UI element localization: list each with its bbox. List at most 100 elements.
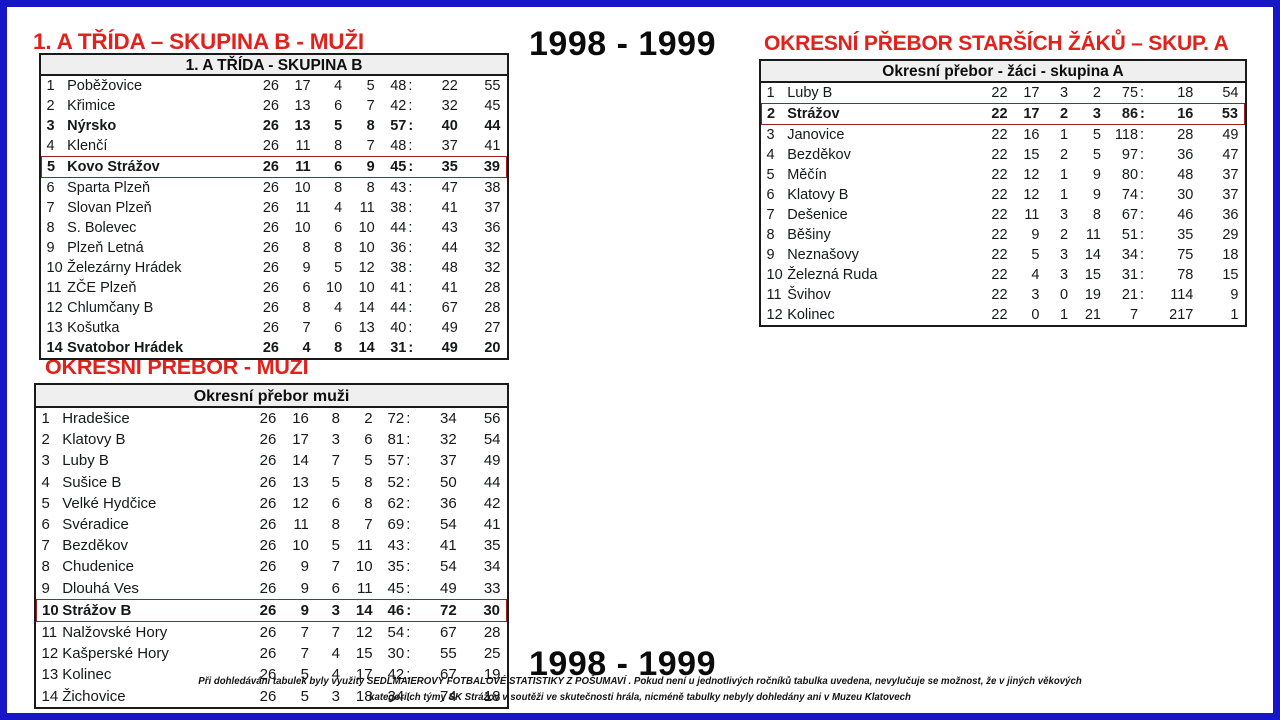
cell-pos: 4 <box>41 473 50 491</box>
cell-ga: 47 <box>441 180 458 196</box>
cell-colon: : <box>408 180 413 196</box>
cell-gf: 80 <box>1121 167 1139 183</box>
cell-v: 5 <box>1031 247 1040 263</box>
cell-r: 1 <box>1060 127 1069 143</box>
cell-r: 5 <box>331 473 340 491</box>
cell-gf: 43 <box>387 537 405 555</box>
cell-team: Neznašovy <box>787 247 859 263</box>
cell-pts: 33 <box>483 579 501 597</box>
cell-m: 26 <box>262 98 279 114</box>
cell-m: 26 <box>262 78 279 94</box>
cell-v: 14 <box>292 452 309 470</box>
cell-colon: : <box>1138 103 1147 125</box>
cell-r: 4 <box>334 78 343 94</box>
cell-pts: 32 <box>484 260 501 276</box>
cell-gf: 48 <box>390 138 407 154</box>
cell-team: Železárny Hrádek <box>67 260 182 276</box>
cell-pos: 12 <box>46 300 63 316</box>
cell-team: Sparta Plzeň <box>67 180 151 196</box>
cell-ga: 40 <box>441 118 458 134</box>
cell-ga: 36 <box>440 494 457 512</box>
table-row: 1 Luby B 22 17 3 2 75: 18 54 <box>762 83 1245 104</box>
table-row: 2 Klatovy B 26 17 3 6 81: 32 54 <box>37 429 507 450</box>
cell-v: 16 <box>1023 127 1040 143</box>
cell-p: 8 <box>366 180 375 196</box>
cell-pts: 49 <box>1222 127 1239 143</box>
table-row: 6 Sparta Plzeň 26 10 8 8 43: 47 38 <box>42 178 507 199</box>
cell-m: 22 <box>991 267 1008 283</box>
cell-m: 22 <box>991 207 1008 223</box>
table-row: 12 Kolinec 22 0 1 21 7 217 1 <box>762 305 1245 325</box>
cell-r: 1 <box>1060 167 1069 183</box>
cell-v: 5 <box>300 666 309 684</box>
cell-gf: 45 <box>387 579 405 597</box>
cell-pos: 11 <box>41 624 58 642</box>
cell-team: Sušice B <box>62 473 122 491</box>
cell-m: 22 <box>991 167 1008 183</box>
cell-r: 3 <box>331 687 340 705</box>
cell-pts: 49 <box>483 452 501 470</box>
cell-ga: 217 <box>1169 307 1194 323</box>
table-row: 4 Klenčí 26 11 8 7 48: 37 41 <box>42 136 507 157</box>
cell-pos: 1 <box>41 410 50 427</box>
cell-m: 26 <box>262 240 279 256</box>
table-row: 13 Kolinec 26 5 4 17 42: 67 19 <box>37 664 507 685</box>
cell-pos: 2 <box>761 103 788 125</box>
cell-team: Běšiny <box>787 227 831 243</box>
table-caption-okresni-muzi: Okresní přebor muži <box>36 385 507 408</box>
cell-pts: 27 <box>484 320 501 336</box>
cell-p: 10 <box>358 280 375 296</box>
table-row: 9 Plzeň Letná 26 8 8 10 36: 44 32 <box>42 238 507 258</box>
cell-ga: 18 <box>1177 85 1194 101</box>
cell-pts: 28 <box>484 280 501 296</box>
cell-colon: : <box>408 300 413 316</box>
cell-colon: : <box>406 473 411 491</box>
cell-team: Košutka <box>67 320 120 336</box>
cell-ga: 72 <box>413 598 457 623</box>
cell-r: 10 <box>326 280 343 296</box>
cell-ga: 36 <box>1177 147 1194 163</box>
cell-p: 11 <box>359 200 375 216</box>
cell-pos: 7 <box>46 200 55 216</box>
cell-pos: 12 <box>41 645 59 663</box>
heading-trida-1a: 1. A TŘÍDA – SKUPINA B - MUŽI <box>33 29 364 54</box>
cell-v: 13 <box>294 118 311 134</box>
cell-p: 2 <box>1092 85 1101 101</box>
cell-pos: 6 <box>41 516 50 534</box>
cell-p: 8 <box>364 473 373 491</box>
cell-gf: 45 <box>374 156 407 178</box>
cell-team: Dešenice <box>787 207 848 223</box>
cell-gf: 42 <box>387 666 405 684</box>
cell-gf: 74 <box>1121 187 1139 203</box>
cell-pts: 25 <box>483 645 501 663</box>
cell-r: 8 <box>331 516 340 534</box>
table-row: 11 ZČE Plzeň 26 6 10 10 41:41 28 <box>42 278 507 298</box>
cell-gf: 57 <box>387 452 405 470</box>
cell-r: 3 <box>308 598 340 623</box>
cell-v: 4 <box>1031 267 1040 283</box>
cell-m: 26 <box>259 645 277 663</box>
cell-pos: 14 <box>46 340 63 356</box>
cell-ga: 43 <box>441 220 458 236</box>
cell-colon: : <box>404 598 414 623</box>
cell-m: 22 <box>991 147 1008 163</box>
footer-note: Při dohledávání tabulek byly využity SED… <box>64 674 1215 705</box>
cell-pos: 3 <box>46 118 55 134</box>
cell-r: 6 <box>331 579 340 597</box>
cell-r: 5 <box>334 118 343 134</box>
cell-v: 13 <box>294 98 311 114</box>
cell-colon: : <box>406 156 416 178</box>
cell-pts: 39 <box>457 156 507 178</box>
cell-v: 9 <box>300 558 309 576</box>
cell-gf: 67 <box>1121 207 1139 223</box>
cell-pts: 54 <box>483 431 501 449</box>
cell-m: 26 <box>259 537 277 555</box>
cell-team: Kašperské Hory <box>62 645 169 663</box>
cell-team: ZČE Plzeň <box>67 280 137 296</box>
cell-pos: 8 <box>41 558 50 576</box>
cell-team: Nýrsko <box>67 118 117 134</box>
table-row: 2 Strážov 22 17 2 3 86:16 53 <box>761 103 1246 125</box>
cell-m: 22 <box>991 127 1008 143</box>
cell-colon: : <box>1140 127 1145 143</box>
